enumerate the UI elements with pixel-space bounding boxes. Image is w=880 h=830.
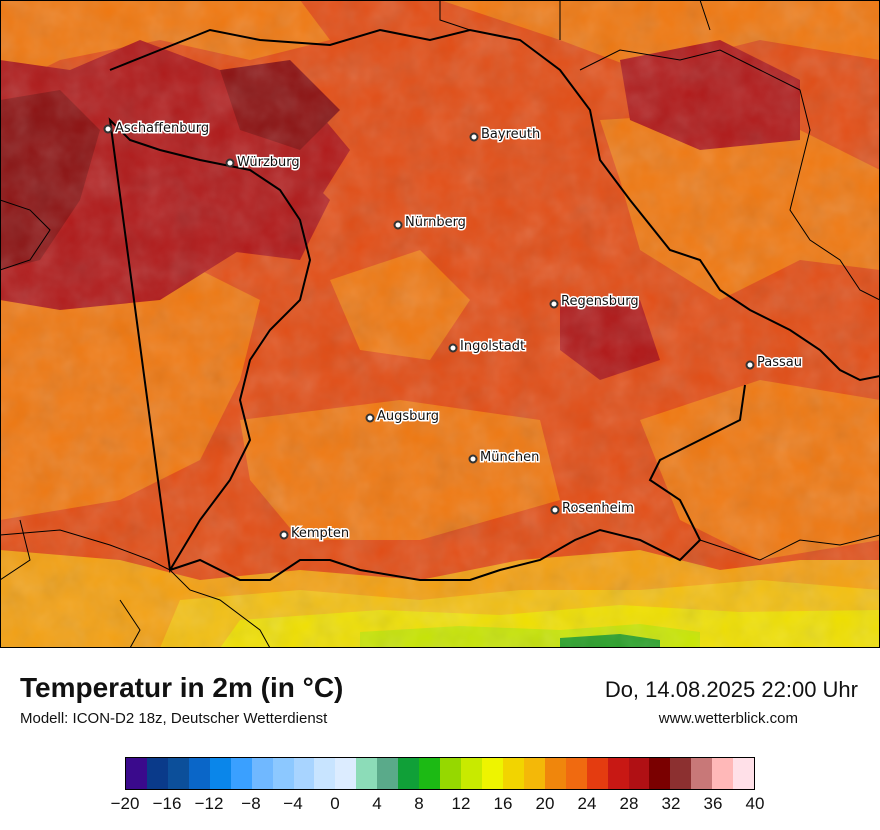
legend-tick-label: 12 (451, 794, 471, 813)
city-label: Würzburg (237, 155, 300, 170)
city-muenchen[interactable]: München (468, 449, 541, 467)
legend-swatch (146, 758, 168, 789)
city-markers: Aschaffenburg Würzburg Bayreuth Nürnberg… (103, 120, 803, 543)
legend-swatch (440, 758, 461, 789)
legend-swatch (733, 758, 755, 789)
legend-swatch (712, 758, 734, 789)
legend-swatch (293, 758, 315, 789)
legend-tick-label: 24 (577, 794, 597, 813)
city-bayreuth[interactable]: Bayreuth (469, 126, 542, 144)
map-title: Temperatur in 2m (in °C) (20, 672, 344, 703)
city-label: Ingolstadt (460, 339, 525, 354)
legend-tick-label: 16 (493, 794, 513, 813)
color-legend (125, 757, 755, 790)
forecast-datetime: Do, 14.08.2025 22:00 Uhr (604, 677, 858, 702)
temp-field-texture (0, 0, 880, 648)
legend-swatch (209, 758, 231, 789)
legend-tick-label: 20 (535, 794, 555, 813)
legend-tick-label: 0 (330, 794, 340, 813)
legend-swatch (272, 758, 294, 789)
legend-swatch (565, 758, 587, 789)
legend-swatch (167, 758, 189, 789)
city-label: München (480, 450, 539, 465)
legend-swatch (670, 758, 692, 789)
legend-tick-label: 40 (745, 794, 765, 813)
legend-swatch (230, 758, 252, 789)
legend-swatch (461, 758, 482, 789)
city-label: Rosenheim (562, 501, 634, 516)
legend-tick-label: 8 (414, 794, 424, 813)
legend-swatch (419, 758, 441, 789)
region-border-west (0, 199, 141, 648)
legend-swatch (126, 758, 147, 789)
legend-swatch (335, 758, 357, 789)
legend-tick-label: 4 (372, 794, 382, 813)
city-label: Aschaffenburg (115, 121, 209, 136)
legend-tick-label: 28 (619, 794, 639, 813)
legend-swatch (502, 758, 524, 789)
legend-swatch (523, 758, 545, 789)
country-border-czechia (439, 0, 711, 40)
city-regensburg[interactable]: Regensburg (549, 293, 640, 311)
city-aschaffenburg[interactable]: Aschaffenburg (103, 120, 211, 138)
city-passau[interactable]: Passau (745, 354, 803, 372)
city-label: Passau (757, 355, 802, 370)
legend-swatch (377, 758, 399, 789)
website-link[interactable]: www.wetterblick.com (658, 710, 798, 727)
legend-tick-label: −16 (152, 794, 182, 813)
legend-tick-label: 36 (703, 794, 723, 813)
legend-ticks: −20 −16 −12 −8 −4 0 4 8 12 16 20 24 28 32 36 40 (111, 794, 765, 820)
country-border-austria (0, 49, 880, 648)
legend-tick-label: −4 (283, 794, 303, 813)
legend-swatch (188, 758, 210, 789)
city-rosenheim[interactable]: Rosenheim (550, 500, 635, 518)
legend-swatch (607, 758, 629, 789)
legend-swatch (481, 758, 503, 789)
city-nuernberg[interactable]: Nürnberg (393, 214, 467, 232)
city-label: Nürnberg (405, 215, 466, 230)
legend-swatch (251, 758, 273, 789)
city-label: Bayreuth (481, 127, 540, 142)
city-wuerzburg[interactable]: Würzburg (225, 154, 301, 172)
city-label: Regensburg (561, 294, 639, 309)
legend-swatch (356, 758, 378, 789)
model-source: Modell: ICON-D2 18z, Deutscher Wetterdie… (20, 710, 328, 727)
legend-tick-label: −12 (194, 794, 224, 813)
state-border-bavaria (108, 28, 880, 581)
legend-swatch (586, 758, 608, 789)
city-label: Kempten (291, 526, 349, 541)
city-label: Augsburg (377, 409, 439, 424)
legend-swatch (649, 758, 671, 789)
city-ingolstadt[interactable]: Ingolstadt (448, 338, 527, 356)
legend-swatch (628, 758, 650, 789)
legend-swatch (314, 758, 336, 789)
legend-tick-label: −8 (241, 794, 261, 813)
legend-swatch (691, 758, 713, 789)
legend-tick-label: 32 (661, 794, 681, 813)
legend-swatch (398, 758, 420, 789)
city-augsburg[interactable]: Augsburg (365, 408, 441, 426)
legend-tick-label: −20 (110, 794, 140, 813)
legend-swatch (544, 758, 566, 789)
temperature-map: Aschaffenburg Würzburg Bayreuth Nürnberg… (0, 0, 880, 648)
city-kempten[interactable]: Kempten (279, 525, 351, 543)
